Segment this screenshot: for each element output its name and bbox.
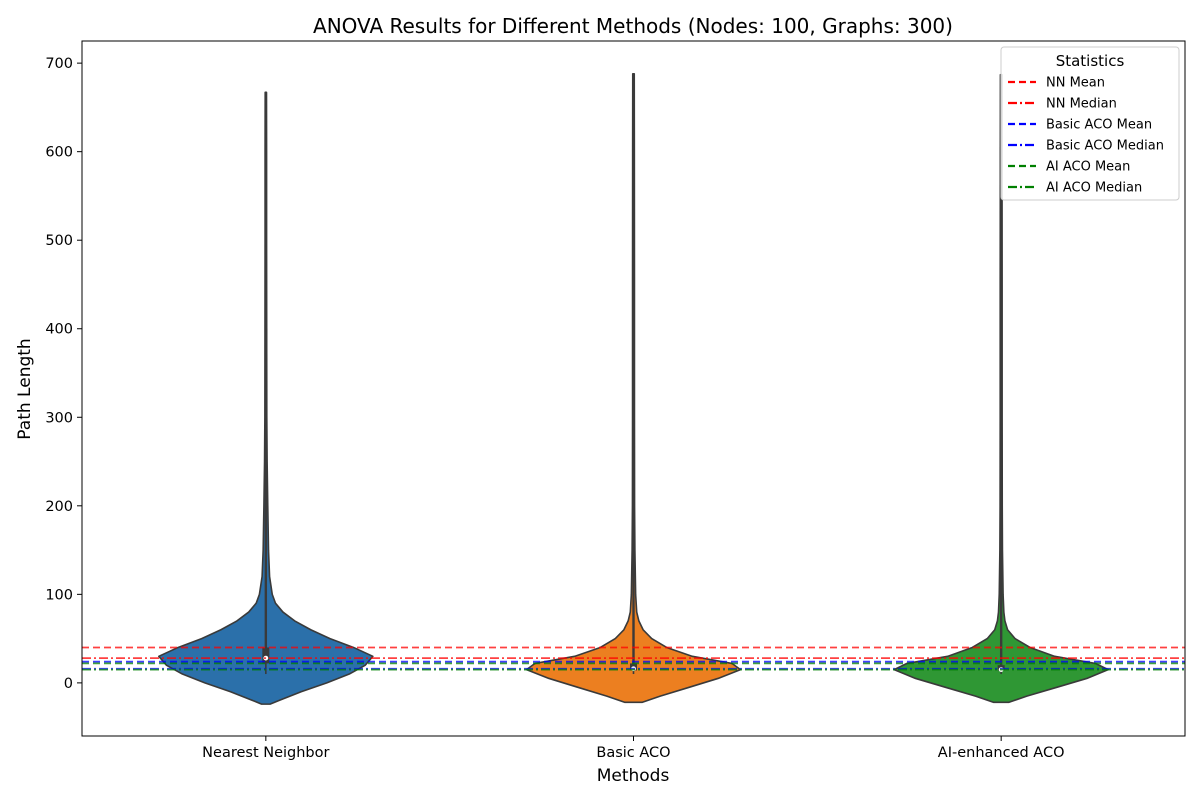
legend-item: NN Mean bbox=[1008, 76, 1105, 91]
legend-label: Basic ACO Median bbox=[1046, 139, 1164, 154]
legend-label: NN Median bbox=[1046, 97, 1117, 112]
inner-box bbox=[262, 647, 270, 664]
x-axis: Nearest Neighbor Basic ACO AI-enhanced ACO bbox=[202, 736, 1065, 761]
x-tick-label: Nearest Neighbor bbox=[202, 745, 329, 761]
legend-label: NN Mean bbox=[1046, 76, 1105, 91]
y-axis-label: Path Length bbox=[15, 338, 35, 439]
y-tick-label: 0 bbox=[64, 676, 73, 692]
legend-label: Basic ACO Mean bbox=[1046, 118, 1152, 133]
legend-label: AI ACO Mean bbox=[1046, 160, 1130, 175]
x-tick-label: AI-enhanced ACO bbox=[938, 745, 1065, 761]
y-tick-label: 400 bbox=[45, 322, 73, 338]
legend-item: AI ACO Median bbox=[1008, 181, 1142, 196]
y-tick-label: 100 bbox=[45, 587, 73, 603]
legend-box bbox=[1000, 46, 1180, 201]
x-axis-label: Methods bbox=[597, 766, 670, 786]
chart-title: ANOVA Results for Different Methods (Nod… bbox=[313, 14, 953, 38]
x-tick-label: Basic ACO bbox=[596, 745, 670, 761]
legend: Statistics NN Mean NN Median Basic ACO Mea… bbox=[1000, 46, 1180, 201]
legend-item: AI ACO Mean bbox=[1008, 160, 1130, 175]
reference-lines bbox=[82, 646, 1185, 671]
y-tick-label: 200 bbox=[45, 499, 73, 515]
legend-label: AI ACO Median bbox=[1046, 181, 1142, 196]
legend-title: Statistics bbox=[1056, 52, 1125, 70]
y-tick-label: 500 bbox=[45, 233, 73, 249]
legend-item: Basic ACO Median bbox=[1008, 139, 1164, 154]
y-tick-label: 600 bbox=[45, 145, 73, 161]
y-tick-label: 300 bbox=[45, 410, 73, 426]
y-tick-label: 700 bbox=[45, 56, 73, 72]
legend-item: NN Median bbox=[1008, 97, 1117, 112]
violin-nearest-neighbor bbox=[158, 91, 374, 705]
legend-item: Basic ACO Mean bbox=[1008, 118, 1152, 133]
y-axis: 0 100 200 300 400 500 600 700 bbox=[45, 56, 82, 692]
